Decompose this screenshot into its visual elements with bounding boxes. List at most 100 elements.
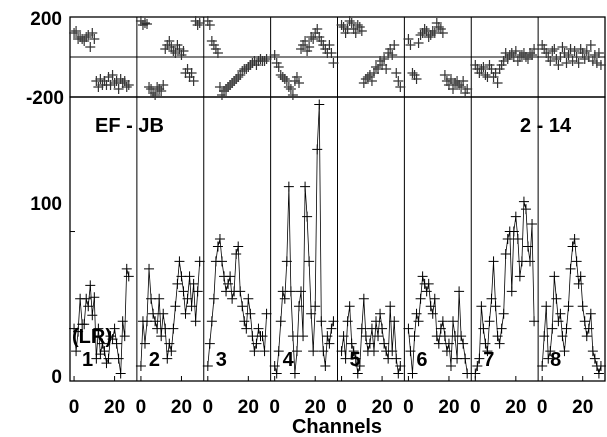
label-layer: 200 -200 100 0 EF - JB 2 - 14 (LR) Chann…	[26, 9, 593, 437]
phase-point	[385, 44, 396, 54]
amp-point	[322, 331, 333, 342]
phase-point	[188, 76, 199, 86]
amp-point	[387, 346, 398, 357]
phase-point	[417, 28, 428, 38]
phase-point	[336, 20, 347, 30]
amp-point	[308, 346, 319, 357]
polarization-label: (LR)	[72, 326, 112, 348]
amp-series-line	[274, 104, 334, 374]
amp-point	[243, 293, 254, 304]
phase-point	[569, 46, 580, 56]
phase-point	[168, 46, 179, 56]
amp-point	[306, 308, 317, 319]
amp-point	[547, 323, 558, 334]
phase-point	[113, 84, 124, 94]
amp-point	[395, 361, 406, 372]
amp-point	[354, 361, 365, 372]
phase-point	[407, 68, 418, 78]
x-tick-label: 0	[403, 397, 414, 418]
amp-point	[373, 331, 384, 342]
phase-point	[435, 24, 446, 34]
amp-point	[486, 293, 497, 304]
amp-point	[190, 316, 201, 327]
phase-point	[585, 40, 596, 50]
amp-point	[579, 316, 590, 327]
x-tick-label: 20	[171, 397, 192, 418]
phase-point	[227, 78, 238, 88]
phase-point	[221, 84, 232, 94]
phase-point	[589, 50, 600, 60]
amp-point	[225, 271, 236, 282]
amp-point	[275, 316, 286, 327]
phase-point	[308, 34, 319, 44]
phase-point	[389, 40, 400, 50]
phase-point	[105, 80, 116, 90]
phase-point	[583, 52, 594, 62]
amp-point	[445, 361, 456, 372]
phase-point	[152, 82, 163, 92]
amp-point	[99, 346, 110, 357]
amp-point	[539, 331, 550, 342]
amp-point	[85, 280, 96, 291]
subband-label: 8	[550, 349, 561, 371]
amp-point	[545, 346, 556, 357]
phase-point	[419, 24, 430, 34]
phase-point	[340, 28, 351, 38]
phase-point	[358, 78, 369, 88]
phase-point	[273, 62, 284, 72]
phase-point	[148, 88, 159, 98]
amp-point	[166, 346, 177, 357]
amp-point	[502, 234, 513, 244]
amp-point	[435, 323, 446, 334]
phase-point	[87, 28, 98, 38]
amp-point	[529, 316, 540, 327]
amp-point	[174, 256, 185, 267]
amp-point	[328, 316, 339, 327]
amp-point	[148, 308, 159, 319]
amp-point	[91, 353, 102, 364]
amp-point	[115, 368, 126, 379]
phase-point	[206, 36, 217, 46]
amp-point	[537, 361, 548, 372]
phase-point	[269, 50, 280, 60]
phase-point	[150, 90, 161, 100]
phase-point	[350, 28, 361, 38]
amp-point	[352, 368, 363, 379]
subband-label: 6	[416, 349, 427, 371]
x-tick-label: 20	[572, 397, 593, 418]
amp-point	[358, 293, 369, 304]
series-layer	[69, 16, 606, 379]
phase-point	[310, 28, 321, 38]
amp-point	[97, 338, 108, 349]
phase-point	[356, 26, 367, 36]
phase-point	[352, 20, 363, 30]
amp-point	[302, 211, 313, 222]
amp-point	[484, 316, 495, 327]
amp-point	[559, 346, 570, 357]
amp-point	[456, 331, 467, 342]
phase-point	[510, 46, 521, 56]
phase-point	[522, 54, 533, 64]
phase-point	[437, 28, 448, 38]
scan-label: 2 - 14	[520, 115, 572, 137]
amp-point	[180, 308, 191, 319]
amp-point	[164, 338, 175, 349]
amp-point	[344, 301, 355, 312]
amp-point	[233, 241, 244, 252]
amp-point	[107, 334, 118, 345]
amp-point	[565, 263, 576, 274]
amp-point	[89, 292, 100, 303]
amp-point	[494, 338, 505, 349]
phase-point	[543, 52, 554, 62]
phase-point	[69, 28, 80, 38]
phase-point	[162, 40, 173, 50]
amp-point	[342, 316, 353, 327]
phase-point	[423, 32, 434, 42]
phase-point	[375, 56, 386, 66]
amp-series-line	[341, 298, 401, 374]
amp-point	[543, 353, 554, 364]
amp-point	[184, 271, 195, 282]
phase-point	[216, 90, 227, 100]
phase-point	[229, 76, 240, 86]
x-tick-label: 20	[305, 397, 326, 418]
